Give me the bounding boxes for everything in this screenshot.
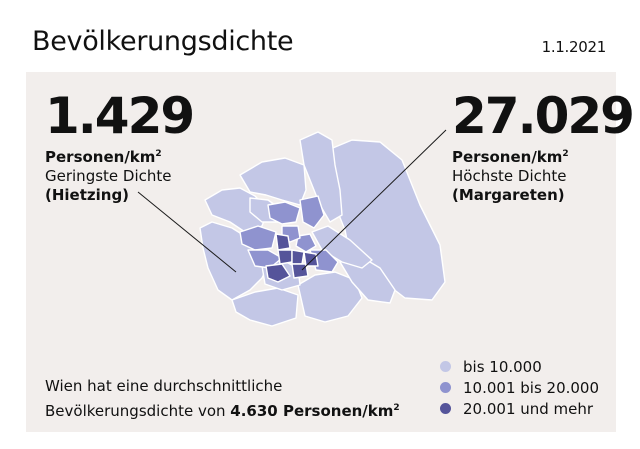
legend-dot-high [440, 403, 451, 414]
legend: bis 10.000 10.001 bis 20.000 20.001 und … [440, 356, 599, 419]
district-rudolfsheim [247, 249, 283, 269]
legend-item-high: 20.001 und mehr [440, 398, 599, 419]
district-doebling [239, 157, 307, 206]
district-waehring [267, 201, 301, 225]
district-hietzing [199, 221, 271, 301]
legend-label-low: bis 10.000 [463, 357, 542, 376]
legend-label-mid: 10.001 bis 20.000 [463, 378, 600, 397]
district-brigittenau [299, 195, 325, 229]
highest-unit: Personen/km2 [452, 148, 569, 166]
district-innere-stadt [295, 233, 317, 253]
legend-dot-low [440, 361, 451, 372]
lowest-density-stat: Personen/km2 Geringste Dichte (Hietzing) [45, 145, 172, 205]
legend-item-mid: 10.001 bis 20.000 [440, 377, 599, 398]
highest-density-stat: Personen/km2 Höchste Dichte (Margareten) [452, 145, 569, 205]
district-josefstadt [275, 233, 291, 251]
average-density-text: Wien hat eine durchschnittliche Bevölker… [45, 375, 400, 422]
leader-line-lowest [137, 191, 237, 273]
lowest-district: (Hietzing) [45, 186, 130, 204]
district-ottakring [239, 225, 277, 251]
average-line-1: Wien hat eine durchschnittliche [45, 377, 283, 395]
lowest-label: Geringste Dichte [45, 167, 172, 185]
highest-district: (Margareten) [452, 186, 565, 204]
page-title: Bevölkerungsdichte [32, 26, 294, 57]
leader-line-highest [301, 129, 447, 271]
legend-label-high: 20.001 und mehr [463, 399, 594, 418]
legend-item-low: bis 10.000 [440, 356, 599, 377]
average-value: 4.630 Personen/km2 [230, 402, 400, 420]
district-liesing [231, 287, 299, 327]
lowest-density-value: 1.429 [45, 87, 195, 145]
lowest-unit: Personen/km2 [45, 148, 162, 166]
legend-dot-mid [440, 382, 451, 393]
district-floridsdorf [299, 131, 343, 223]
average-line-2: Bevölkerungsdichte von 4.630 Personen/km… [45, 402, 400, 420]
district-neubau [277, 249, 293, 265]
district-fuenfhaus [265, 263, 291, 283]
highest-label: Höchste Dichte [452, 167, 567, 185]
highest-density-value: 27.029 [452, 87, 635, 145]
district-mariahilf [291, 249, 305, 265]
date-label: 1.1.2021 [541, 38, 607, 56]
district-favoriten [297, 271, 363, 323]
district-wieden [303, 251, 319, 267]
